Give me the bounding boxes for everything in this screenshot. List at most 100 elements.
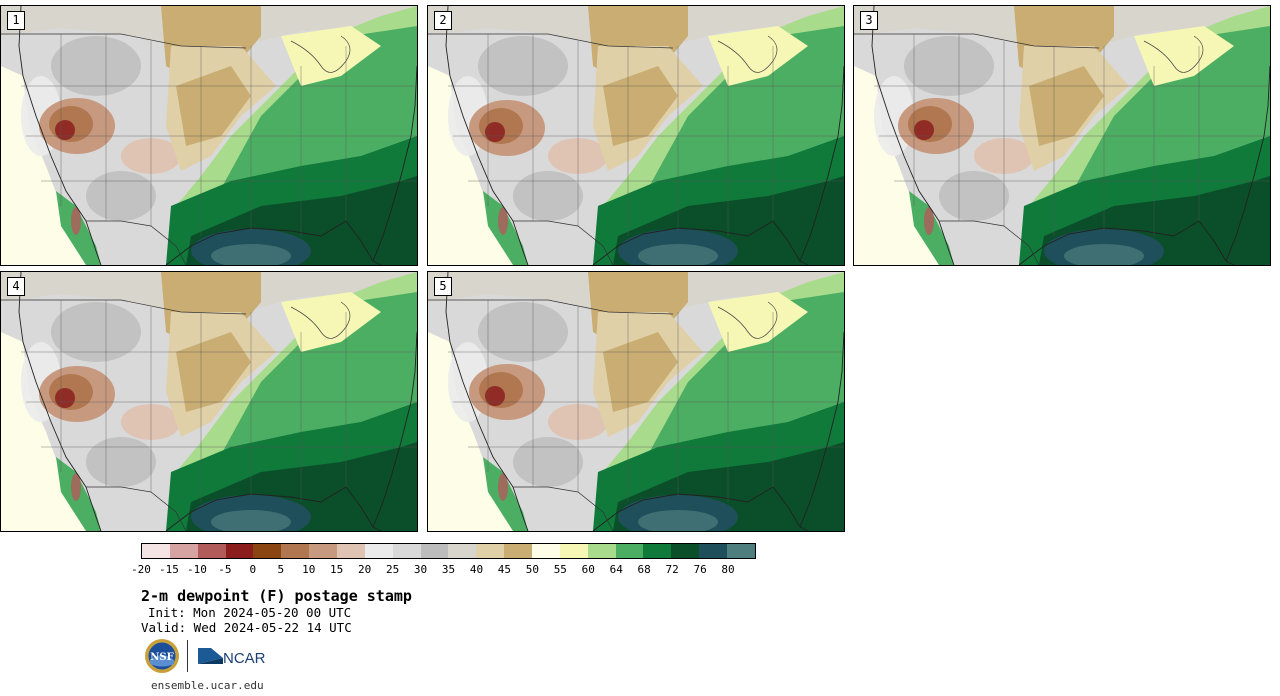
gulf-coastline <box>165 220 382 265</box>
great-lakes-light <box>708 26 808 86</box>
great-lakes-outline <box>717 35 778 73</box>
valid-time: Valid: Wed 2024-05-22 14 UTC <box>141 620 352 635</box>
colorbar-tick-18: 68 <box>637 563 651 576</box>
panel-label-5: 5 <box>434 277 452 296</box>
southwest-gray-patch <box>513 437 583 487</box>
great-lakes-light <box>281 292 381 352</box>
colorbar-bin-8 <box>364 544 393 558</box>
colorbar-bin-5 <box>281 544 310 558</box>
colorbar-tick-7: 15 <box>330 563 344 576</box>
colorbar-bin-7 <box>337 544 365 558</box>
colorbar-tick-5: 5 <box>277 563 285 576</box>
figure-title: 2-m dewpoint (F) postage stamp <box>141 587 412 605</box>
colorbar-bin-20 <box>699 544 728 558</box>
baja-dry-patch <box>71 207 81 235</box>
western-gray-patch-1 <box>478 36 568 96</box>
atlantic-coastline <box>1225 65 1270 262</box>
colorbar-bin-4 <box>253 544 282 558</box>
site-url: ensemble.ucar.edu <box>151 679 264 692</box>
colorbar-bin-17 <box>615 544 644 558</box>
colorbar-bin-2 <box>197 544 226 558</box>
colorbar-bin-0 <box>142 544 170 558</box>
dewpoint-map-5 <box>428 272 844 531</box>
dewpoint-colorbar <box>141 543 756 559</box>
colorbar-bin-3 <box>225 544 254 558</box>
gulf-coastline <box>1018 220 1235 265</box>
ensemble-member-map-4: 4 <box>0 271 418 532</box>
colorbar-bin-19 <box>671 544 700 558</box>
colorbar-tick-3: -5 <box>218 563 232 576</box>
dewpoint-map-1 <box>1 6 417 265</box>
great-basin-dry-core <box>55 120 75 140</box>
colorbar-bin-15 <box>559 544 588 558</box>
colorbar-bin-18 <box>643 544 672 558</box>
great-lakes-outline <box>290 35 351 73</box>
panel-label-4: 4 <box>7 277 25 296</box>
state-borders <box>448 300 844 502</box>
colorbar-tick-12: 40 <box>469 563 484 576</box>
ensemble-member-map-1: 1 <box>0 5 418 266</box>
ncar-logo-text: NCAR <box>223 650 266 667</box>
colorbar-tick-8: 20 <box>358 563 372 576</box>
colorbar-tick-4: 0 <box>249 563 257 576</box>
colorbar-tick-21: 80 <box>721 563 735 576</box>
colorbar-tick-labels: -20 -15 -10 -5 0 5 10 15 20 25 30 35 40 45 50 55 60 64 68 7… <box>131 563 756 577</box>
colorbar-tick-13: 45 <box>497 563 512 576</box>
gulf-deep-humid <box>211 510 291 531</box>
colorbar-bin-9 <box>392 544 421 558</box>
panel-label-2: 2 <box>434 11 452 30</box>
great-basin-dry-core <box>485 386 505 406</box>
great-lakes-outline <box>717 301 778 339</box>
gulf-deep-humid <box>1064 244 1144 265</box>
great-lakes-light <box>1134 26 1234 86</box>
colorbar-tick-9: 25 <box>385 563 400 576</box>
colorbar-tick-10: 30 <box>413 563 428 576</box>
colorbar-tick-2: -10 <box>186 563 207 576</box>
logo-divider <box>187 640 188 672</box>
great-lakes-outline <box>1143 35 1204 73</box>
colorbar-bin-1 <box>169 544 198 558</box>
colorbar-bin-21 <box>727 544 755 558</box>
ensemble-member-map-2: 2 <box>427 5 845 266</box>
colorbar-bin-14 <box>532 544 560 558</box>
colorbar-tick-14: 50 <box>525 563 539 576</box>
western-gray-patch-1 <box>51 36 141 96</box>
gulf-coastline <box>592 220 809 265</box>
great-basin-dry-core <box>55 388 75 408</box>
dewpoint-map-4 <box>1 272 417 531</box>
atlantic-coastline <box>372 331 417 528</box>
dewpoint-map-3 <box>854 6 1270 265</box>
colorbar-bin-11 <box>448 544 477 558</box>
southwest-gray-patch <box>86 437 156 487</box>
atlantic-coastline <box>372 65 417 262</box>
nsf-logo: NSF <box>145 639 179 673</box>
great-lakes-light <box>281 26 381 86</box>
sponsor-logos: NSF NCAR <box>145 639 266 673</box>
baja-dry-patch <box>71 473 81 501</box>
great-basin-dry-core <box>914 120 934 140</box>
pacific-coastline <box>445 272 529 531</box>
ensemble-member-map-5: 5 <box>427 271 845 532</box>
colorbar-tick-0: -20 <box>131 563 151 576</box>
ensemble-member-map-3: 3 <box>853 5 1271 266</box>
colorbar-tick-16: 60 <box>581 563 595 576</box>
atlantic-coastline <box>799 65 844 262</box>
gulf-deep-humid <box>638 244 718 265</box>
great-lakes-outline <box>290 301 351 339</box>
pacific-coastline <box>445 6 529 265</box>
colorbar-bin-13 <box>504 544 533 558</box>
southwest-gray-patch <box>939 171 1009 221</box>
pacific-coastline <box>18 6 102 265</box>
state-borders <box>448 34 844 236</box>
great-lakes-light <box>708 292 808 352</box>
colorbar-bin-10 <box>420 544 449 558</box>
panel-label-3: 3 <box>860 11 878 30</box>
southwest-gray-patch <box>86 171 156 221</box>
colorbar-tick-11: 35 <box>441 563 456 576</box>
colorbar-tick-17: 64 <box>609 563 623 576</box>
gulf-deep-humid <box>211 244 291 265</box>
gulf-coastline <box>592 486 809 531</box>
atlantic-coastline <box>799 331 844 528</box>
southwest-gray-patch <box>513 171 583 221</box>
western-gray-patch-1 <box>478 302 568 362</box>
